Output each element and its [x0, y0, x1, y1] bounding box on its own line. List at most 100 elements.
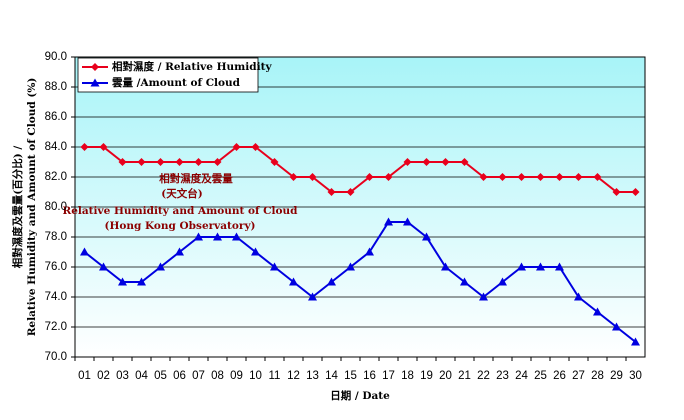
marker: [612, 322, 621, 331]
marker: [460, 158, 469, 166]
x-tick-label: 02: [97, 370, 110, 382]
marker: [593, 307, 602, 316]
x-tick-label: 29: [610, 370, 623, 382]
x-tick-label: 28: [591, 370, 604, 382]
marker: [156, 158, 165, 166]
marker: [631, 188, 640, 196]
series-group: [80, 143, 640, 346]
marker: [479, 173, 488, 181]
legend: 相對濕度 / Relative Humidity 雲量 /Amount of Cl…: [77, 57, 272, 93]
x-tick-label: 10: [249, 370, 262, 382]
x-axis-label: 日期 / Date: [330, 389, 390, 402]
marker: [80, 247, 89, 256]
y-tick-label: 80.0: [45, 201, 67, 213]
x-tick-label: 15: [344, 370, 357, 382]
marker: [365, 173, 374, 181]
marker: [555, 262, 564, 271]
y-tick-label: 78.0: [45, 231, 67, 243]
annotation: (Hong Kong Observatory): [104, 220, 255, 232]
y-tick-label: 86.0: [45, 111, 67, 123]
x-tick-label: 18: [401, 370, 414, 382]
marker: [308, 173, 317, 181]
y-tick-label: 76.0: [45, 261, 67, 273]
x-tick-label: 23: [496, 370, 509, 382]
marker: [365, 247, 374, 256]
legend-box: [77, 57, 259, 93]
x-tick-label: 07: [192, 370, 205, 382]
x-tick-label: 20: [439, 370, 452, 382]
marker: [194, 232, 203, 241]
annotation: (天文台): [161, 187, 202, 200]
marker: [118, 158, 127, 166]
y-tick-label: 70.0: [45, 351, 67, 363]
marker: [137, 277, 146, 286]
y-tick-label: 74.0: [45, 291, 67, 303]
y-axis-label: 相對濕度及雲量(百分比) /: [11, 146, 24, 269]
x-tick-label: 04: [135, 370, 148, 382]
x-tick-label: 01: [78, 370, 91, 382]
marker: [441, 158, 450, 166]
marker: [289, 173, 298, 181]
marker: [327, 188, 336, 196]
y-tick-label: 88.0: [45, 81, 67, 93]
marker: [156, 262, 165, 271]
x-tick-label: 14: [325, 370, 338, 382]
x-tick-label: 17: [382, 370, 395, 382]
x-tick-label: 16: [363, 370, 376, 382]
marker: [270, 158, 279, 166]
marker: [99, 262, 108, 271]
marker: [90, 78, 100, 87]
x-tick-label: 26: [553, 370, 566, 382]
y-tick-label: 84.0: [45, 141, 67, 153]
x-tick-label: 21: [458, 370, 471, 382]
marker: [536, 173, 545, 181]
x-tick-label: 22: [477, 370, 490, 382]
y-tick-label: 72.0: [45, 321, 67, 333]
x-tick-label: 03: [116, 370, 129, 382]
marker: [498, 173, 507, 181]
marker: [384, 217, 393, 226]
marker: [175, 247, 184, 256]
x-tick-label: 19: [420, 370, 433, 382]
marker: [251, 143, 260, 151]
marker: [137, 158, 146, 166]
marker: [346, 188, 355, 196]
marker: [175, 158, 184, 166]
marker: [232, 143, 241, 151]
marker: [289, 277, 298, 286]
marker: [555, 173, 564, 181]
x-tick-label: 30: [629, 370, 642, 382]
marker: [308, 292, 317, 301]
legend-label: 相對濕度 / Relative Humidity: [112, 60, 272, 73]
marker: [441, 262, 450, 271]
marker: [194, 158, 203, 166]
x-tick-label: 06: [173, 370, 186, 382]
x-tick-label: 27: [572, 370, 585, 382]
marker: [403, 158, 412, 166]
annotation: 相對濕度及雲量: [159, 172, 233, 185]
marker: [118, 277, 127, 286]
marker: [213, 158, 222, 166]
marker: [232, 232, 241, 241]
x-tick-label: 11: [269, 370, 281, 382]
marker: [80, 143, 89, 151]
x-tick-label: 24: [515, 370, 528, 382]
x-tick-label: 13: [306, 370, 319, 382]
marker: [574, 292, 583, 301]
marker: [574, 173, 583, 181]
marker: [498, 277, 507, 286]
marker: [213, 232, 222, 241]
x-tick-label: 05: [154, 370, 167, 382]
x-tick-label: 25: [534, 370, 547, 382]
marker: [403, 217, 412, 226]
marker: [612, 188, 621, 196]
marker: [251, 247, 260, 256]
marker: [593, 173, 602, 181]
y-tick-label: 82.0: [45, 171, 67, 183]
x-tick-label: 12: [287, 370, 300, 382]
marker: [536, 262, 545, 271]
marker: [631, 337, 640, 346]
marker: [517, 262, 526, 271]
marker: [346, 262, 355, 271]
